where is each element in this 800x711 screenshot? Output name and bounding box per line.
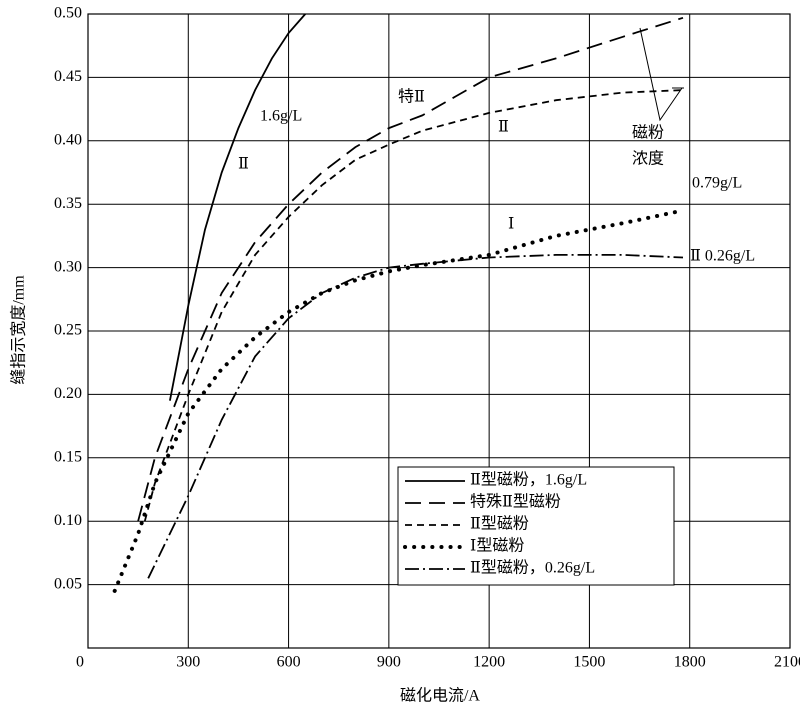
- y-axis-label: 缝指示宽度/mm: [10, 275, 28, 385]
- annotations: 1.6g/L Ⅱ 特Ⅱ Ⅱ 磁粉 浓度 0.79g/L Ⅰ Ⅱ 0.26g/L: [238, 27, 755, 265]
- y-tick-label: 0.45: [54, 68, 82, 85]
- annotation: Ⅱ: [498, 119, 509, 136]
- y-tick-label: 0.15: [54, 448, 82, 465]
- annotation: 1.6g/L: [260, 108, 302, 125]
- y-tick-label: 0.30: [54, 258, 82, 275]
- x-tick-label: 1200: [473, 654, 505, 671]
- legend-label: 特殊Ⅱ型磁粉: [470, 493, 561, 511]
- annotation: Ⅱ 0.26g/L: [690, 248, 755, 265]
- series-line: [147, 254, 684, 579]
- x-tick-label: 1800: [674, 654, 706, 671]
- series-line: [137, 16, 684, 522]
- legend-label: Ⅱ型磁粉，1.6g/L: [470, 471, 587, 489]
- annotation: Ⅰ: [508, 216, 514, 233]
- x-tick-label: 600: [277, 654, 301, 671]
- x-axis-label: 磁化电流/A: [400, 687, 480, 705]
- pointer: [639, 27, 683, 122]
- y-tick-label: 0.05: [54, 575, 82, 592]
- legend-box: [397, 466, 675, 586]
- legend-label: Ⅱ型磁粉: [470, 515, 529, 533]
- series-line: [143, 89, 684, 522]
- x-tick-label: 0: [76, 654, 84, 671]
- y-tick-label: 0.10: [54, 512, 82, 529]
- x-tick-label: 900: [377, 654, 401, 671]
- legend: Ⅱ型磁粉，1.6g/L 特殊Ⅱ型磁粉 Ⅱ型磁粉 Ⅰ型磁粉 Ⅱ型磁粉，0.26g/L: [397, 466, 675, 586]
- y-tick-label: 0.40: [54, 131, 82, 148]
- y-tick-label: 0.25: [54, 322, 82, 339]
- y-tick-label: 0.35: [54, 195, 82, 212]
- y-tick-label: 0.50: [54, 5, 82, 22]
- annotation: 浓度: [632, 150, 664, 168]
- x-tick-label: 1500: [573, 654, 605, 671]
- legend-label: Ⅰ型磁粉: [470, 537, 524, 555]
- annotation: 特Ⅱ: [398, 88, 425, 106]
- annotation: 0.79g/L: [692, 175, 742, 192]
- annotation: Ⅱ: [238, 156, 249, 173]
- series-line: [169, 13, 306, 401]
- legend-label: Ⅱ型磁粉，0.26g/L: [470, 559, 595, 577]
- x-tick-label: 300: [176, 654, 200, 671]
- annotation: 磁粉: [632, 124, 664, 142]
- y-tick-label: 0.20: [54, 385, 82, 402]
